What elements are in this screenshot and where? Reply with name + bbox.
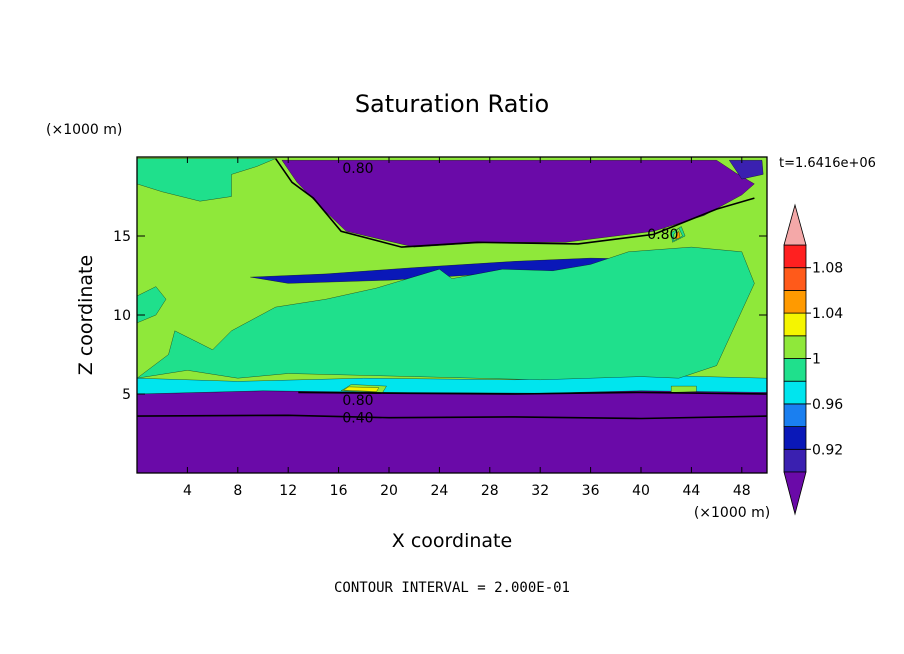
contour-region-3 [728,159,764,180]
x-unit-label: (×1000 m) [694,505,770,521]
x-tick-label-12: 12 [279,483,297,499]
colorbar-segment-0 [783,448,807,473]
colorbar-segment-7 [783,289,807,314]
contour-region-0 [136,390,768,474]
x-tick-label-20: 20 [380,483,398,499]
contour-value-labels: 0.800.800.800.40 [342,161,678,427]
colorbar-segment-9 [783,244,807,269]
x-tick-label-32: 32 [531,483,549,499]
contour-line-0 [298,391,768,395]
colorbar-tick-label-2: 1 [812,352,821,368]
x-axis-ticks: 4 8 12 16 20 24 28 32 36 40 44 48 [183,157,751,499]
contour-interval-footer: CONTOUR INTERVAL = 2.000E-01 [334,580,570,596]
colorbar-segment-4 [783,358,807,382]
colorbar-segment-1 [783,426,807,450]
colorbar-segment-3 [783,380,807,405]
colorbar-segment-5 [783,335,807,359]
y-unit-label: (×1000 m) [46,122,122,138]
x-tick-label-4: 4 [183,483,192,499]
x-axis-label: X coordinate [392,530,512,552]
y-axis-ticks: 5 10 15 [113,229,767,403]
x-tick-label-36: 36 [582,483,600,499]
contour-region-16 [670,385,697,393]
contour-line-1 [136,414,768,420]
chart-title: Saturation Ratio [355,90,549,118]
colorbar-bottom-arrow [783,471,807,516]
y-tick-label-5: 5 [122,387,131,403]
y-tick-label-10: 10 [113,308,131,324]
colorbar-tick-label-1: 0.96 [812,397,843,413]
colorbar-segment-6 [783,312,807,337]
x-tick-label-16: 16 [330,483,348,499]
time-label: t=1.6416e+06 [779,156,876,171]
y-tick-label-15: 15 [113,229,131,245]
x-tick-label-24: 24 [430,483,448,499]
contour-region-14 [342,386,380,392]
contour-label-2: 0.80 [342,393,373,409]
colorbar-tick-label-0: 0.92 [812,442,843,458]
contour-region-10 [136,158,276,202]
colorbar-segment-8 [783,267,807,291]
colorbar-tick-label-3: 1.04 [812,306,843,322]
x-tick-label-40: 40 [632,483,650,499]
contour-label-1: 0.80 [647,227,678,243]
contour-line-2 [274,158,755,248]
contour-fill-regions [136,157,768,474]
x-tick-label-44: 44 [682,483,700,499]
contour-region-17 [676,230,681,240]
contour-label-0: 0.80 [342,161,373,177]
colorbar-top-arrow [783,203,807,246]
colorbar-segment-2 [783,403,807,427]
colorbar: 0.92 0.96 1 1.04 1.08 [783,203,843,516]
contour-region-9 [136,246,755,381]
x-tick-label-8: 8 [233,483,242,499]
y-axis-label: Z coordinate [75,255,97,375]
colorbar-tick-label-4: 1.08 [812,261,843,277]
x-tick-label-28: 28 [481,483,499,499]
contour-lines [136,158,768,420]
x-tick-label-48: 48 [733,483,751,499]
contour-label-3: 0.40 [342,410,373,426]
